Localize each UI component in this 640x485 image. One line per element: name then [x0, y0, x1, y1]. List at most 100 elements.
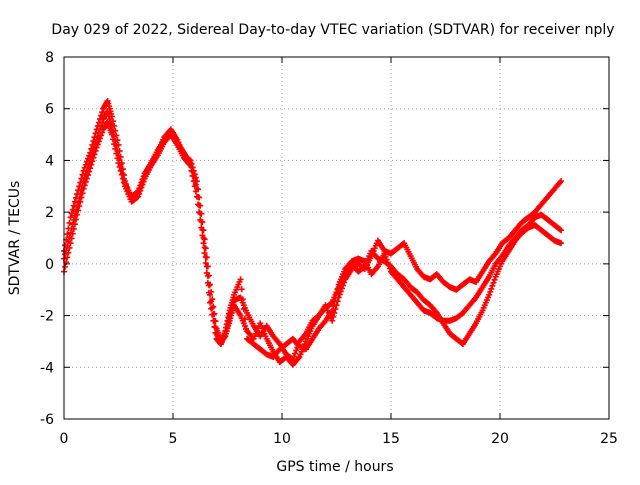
data-point [113, 142, 120, 149]
data-point [70, 216, 77, 223]
data-point [116, 156, 123, 163]
data-point [202, 253, 209, 260]
x-tick-label: 15 [382, 431, 400, 447]
data-point [140, 173, 147, 180]
data-point [91, 143, 98, 150]
data-point [65, 238, 72, 245]
data-point [119, 171, 126, 178]
y-tick-label: -2 [40, 309, 54, 325]
data-point [199, 226, 206, 233]
data-point [120, 175, 127, 182]
data-point [381, 250, 388, 257]
data-point [202, 259, 209, 266]
data-point [111, 133, 118, 140]
data-point [556, 226, 563, 233]
x-tick-label: 5 [169, 431, 178, 447]
data-point [135, 188, 142, 195]
data-point [92, 140, 99, 147]
data-point [75, 199, 82, 206]
y-tick-label: 6 [45, 102, 54, 118]
data-point [289, 356, 296, 363]
data-point [136, 185, 143, 192]
data-point [90, 147, 97, 154]
data-point [209, 304, 216, 311]
data-point [137, 182, 144, 189]
series-trace-c [61, 108, 565, 363]
data-point [62, 251, 69, 258]
data-point [138, 179, 145, 186]
data-point [207, 291, 214, 298]
data-point [117, 161, 124, 168]
data-point [360, 264, 367, 271]
chart-title: Day 029 of 2022, Sidereal Day-to-day VTE… [51, 22, 614, 38]
data-point [486, 291, 493, 298]
data-point [204, 272, 211, 279]
data-point [290, 353, 297, 360]
data-point [71, 198, 78, 205]
data-point [108, 123, 115, 130]
data-point [99, 119, 106, 126]
data-point [203, 263, 210, 270]
data-point [93, 136, 100, 143]
ticks-layer: 0 5 10 15 20 25 -6 -4 -2 0 2 4 6 8 [40, 50, 618, 447]
data-point [238, 286, 245, 293]
data-point [84, 164, 91, 171]
data-point [67, 229, 74, 236]
data-point [203, 269, 210, 276]
data-point [69, 221, 76, 228]
data-point [201, 250, 208, 257]
data-point [237, 276, 244, 283]
y-tick-label: -6 [40, 412, 54, 428]
data-point [68, 210, 75, 217]
data-point [66, 219, 73, 226]
data-point [210, 311, 217, 318]
data-point [192, 181, 199, 188]
data-point [76, 195, 83, 202]
data-point [490, 279, 497, 286]
data-point [89, 150, 96, 157]
y-tick-label: 8 [45, 50, 54, 66]
data-point [558, 178, 565, 185]
data-point [488, 285, 495, 292]
series-trace-a [61, 97, 565, 368]
data-point [202, 245, 209, 252]
data-point [79, 182, 86, 189]
data-point [135, 193, 142, 200]
data-point [211, 317, 218, 324]
data-point [64, 242, 71, 249]
x-tick-label: 25 [600, 431, 618, 447]
data-point [88, 153, 95, 160]
data-point [200, 235, 207, 241]
data-point [195, 201, 202, 208]
data-point [69, 206, 76, 213]
y-tick-label: 0 [45, 257, 54, 273]
data-point [86, 160, 93, 167]
data-point [64, 254, 71, 261]
data-point [112, 138, 119, 145]
data-point [67, 214, 74, 221]
data-point [332, 306, 339, 313]
y-tick-label: 4 [45, 153, 54, 169]
data-point [201, 244, 208, 251]
data-point [77, 179, 84, 186]
data-point [188, 164, 195, 171]
data-point [191, 177, 198, 184]
data-point [115, 152, 122, 159]
x-tick-label: 20 [491, 431, 509, 447]
data-point [558, 227, 565, 234]
y-axis-label: SDTVAR / TECUs [7, 181, 23, 296]
data-point [71, 212, 78, 219]
data-point [212, 324, 219, 331]
data-point [83, 167, 90, 174]
data-point [190, 172, 197, 179]
data-point [98, 122, 105, 129]
data-point [329, 317, 336, 324]
data-point [114, 147, 121, 154]
grid-layer [64, 57, 609, 419]
data-point [64, 231, 71, 238]
data-point [80, 178, 87, 185]
data-point [195, 194, 202, 201]
data-point [193, 185, 200, 192]
data-point [110, 128, 117, 135]
